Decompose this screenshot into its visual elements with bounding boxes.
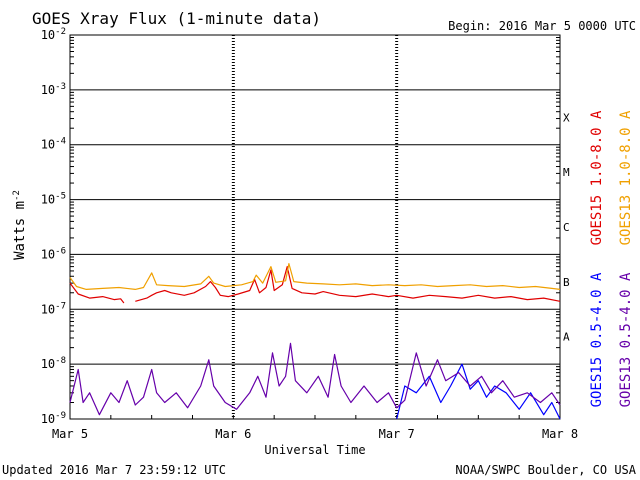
y-tick-label: 10-3 (41, 82, 66, 97)
y-tick-exponent: -5 (55, 192, 66, 202)
y-tick-label: 10-6 (41, 246, 66, 261)
plot-area (69, 34, 561, 420)
x-tick-label: Mar 5 (52, 427, 88, 441)
chart-title: GOES Xray Flux (1-minute data) (32, 9, 321, 28)
updated-label: Updated 2016 Mar 7 23:59:12 UTC (2, 463, 226, 477)
y-tick-exponent: -2 (55, 27, 66, 37)
flare-class-label: C (563, 221, 570, 234)
y-tick-exponent: -8 (55, 356, 66, 366)
y-tick-base: 10 (41, 83, 55, 97)
legend-entry: GOES15 0.5-4.0 A (589, 272, 605, 407)
flare-class-label: M (563, 166, 570, 179)
legend: GOES15 1.0-8.0 A GOES13 1.0-8.0 A GOES15 0… (589, 110, 634, 407)
y-tick-exponent: -6 (55, 246, 66, 256)
x-axis-label: Universal Time (264, 443, 365, 457)
y-tick-exponent: -3 (55, 82, 66, 92)
y-tick-exponent: -9 (55, 411, 66, 421)
legend-entry: GOES15 1.0-8.0 A (589, 110, 605, 245)
y-axis-label: Watts m-2 (12, 190, 28, 260)
x-tick-labels: Mar 5 Mar 6 Mar 7 Mar 8 (52, 427, 578, 441)
x-tick-label: Mar 8 (542, 427, 578, 441)
y-tick-exponent: -4 (55, 137, 66, 147)
y-tick-base: 10 (41, 193, 55, 207)
y-tick-base: 10 (41, 247, 55, 261)
plot-frame (69, 34, 561, 420)
x-tick-label: Mar 7 (379, 427, 415, 441)
y-tick-base: 10 (41, 357, 55, 371)
flare-class-label: A (563, 331, 570, 344)
y-tick-base: 10 (41, 138, 55, 152)
y-tick-label: 10-9 (41, 411, 66, 426)
y-tick-base: 10 (41, 412, 55, 426)
legend-entry: GOES13 1.0-8.0 A (618, 110, 634, 245)
y-tick-label: 10-8 (41, 356, 66, 371)
y-tick-label: 10-7 (41, 301, 66, 316)
y-tick-labels: 10-210-310-410-510-610-710-810-9 (41, 27, 66, 426)
y-axis-label-superscript: -2 (12, 190, 22, 201)
y-tick-label: 10-4 (41, 137, 66, 152)
flare-class-label: B (563, 276, 570, 289)
flare-class-labels: X M C B A (563, 111, 570, 343)
y-axis-label-text: Watts m (12, 201, 28, 260)
y-tick-base: 10 (41, 302, 55, 316)
series-line-1 (69, 263, 561, 290)
y-tick-exponent: -7 (55, 301, 66, 311)
y-tick-label: 10-5 (41, 192, 66, 207)
series-layer (69, 263, 561, 420)
grid-layer (69, 34, 561, 420)
y-tick-base: 10 (41, 28, 55, 42)
series-line-3 (69, 342, 561, 416)
y-tick-label: 10-2 (41, 27, 66, 42)
credit-label: NOAA/SWPC Boulder, CO USA (455, 463, 636, 477)
x-tick-label: Mar 6 (215, 427, 251, 441)
series-line-0 (69, 266, 561, 304)
legend-entry: GOES13 0.5-4.0 A (618, 272, 634, 407)
flare-class-label: X (563, 111, 570, 124)
begin-label: Begin: 2016 Mar 5 0000 UTC (448, 19, 636, 33)
